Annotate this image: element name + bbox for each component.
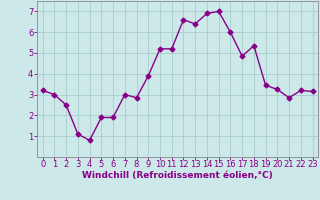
X-axis label: Windchill (Refroidissement éolien,°C): Windchill (Refroidissement éolien,°C) [82,171,273,180]
